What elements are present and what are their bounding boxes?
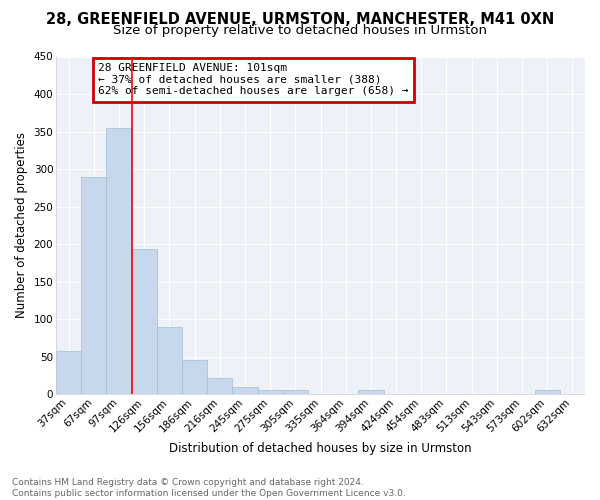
Text: 28, GREENFIELD AVENUE, URMSTON, MANCHESTER, M41 0XN: 28, GREENFIELD AVENUE, URMSTON, MANCHEST…: [46, 12, 554, 28]
Bar: [232, 386, 257, 394]
Y-axis label: Number of detached properties: Number of detached properties: [15, 132, 28, 318]
Text: Contains HM Land Registry data © Crown copyright and database right 2024.
Contai: Contains HM Land Registry data © Crown c…: [12, 478, 406, 498]
Bar: [257, 390, 283, 394]
Bar: [131, 250, 157, 394]
X-axis label: Distribution of detached houses by size in Urmston: Distribution of detached houses by size …: [169, 442, 472, 455]
Bar: [81, 176, 106, 394]
Bar: [535, 390, 560, 394]
Text: Size of property relative to detached houses in Urmston: Size of property relative to detached ho…: [113, 24, 487, 37]
Bar: [56, 352, 81, 394]
Bar: [358, 390, 383, 394]
Bar: [157, 326, 182, 394]
Bar: [106, 128, 131, 394]
Bar: [182, 360, 207, 394]
Bar: [283, 390, 308, 394]
Bar: [207, 378, 232, 394]
Text: 28 GREENFIELD AVENUE: 101sqm
← 37% of detached houses are smaller (388)
62% of s: 28 GREENFIELD AVENUE: 101sqm ← 37% of de…: [98, 64, 409, 96]
